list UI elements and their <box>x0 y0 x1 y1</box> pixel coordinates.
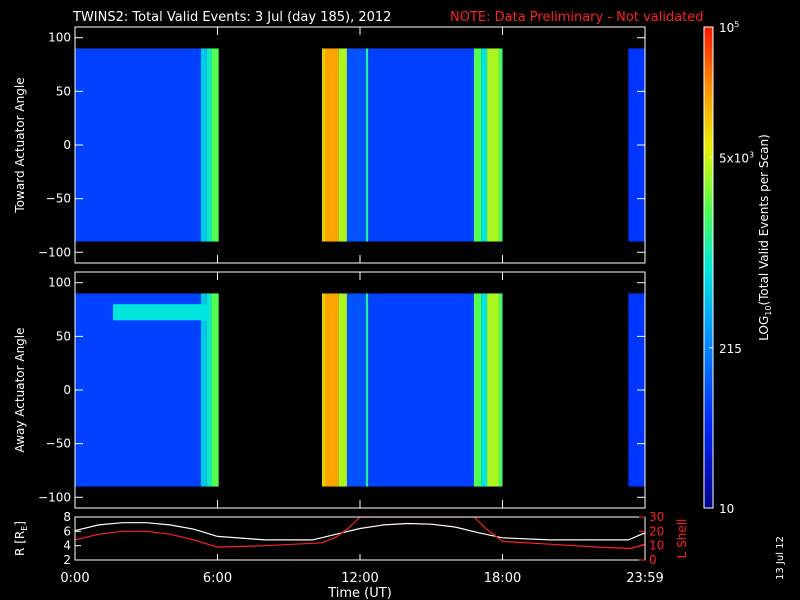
heatmap-block <box>211 48 219 242</box>
colorbar-gradient <box>704 27 713 508</box>
y-tick-label: 8 <box>63 510 71 524</box>
heatmap-block <box>322 293 326 487</box>
heatmap-block <box>75 293 201 487</box>
heatmap-block <box>346 293 366 487</box>
heatmap-block <box>628 293 645 487</box>
colorbar-tick-label: 10 <box>719 502 734 516</box>
colorbar-frame <box>703 26 714 509</box>
heatmap-block <box>200 293 207 487</box>
colorbar-tick-label: 5x103 <box>719 150 754 165</box>
toward-angle-panel: −100 −50 0 50 100 Toward Actuator Angle <box>13 26 646 264</box>
y-tick-label: 50 <box>56 329 71 343</box>
x-axis-label: Time (UT) <box>327 586 392 600</box>
y-tick-label: 6 <box>63 524 71 538</box>
data-preliminary-note: NOTE: Data Preliminary - Not validated <box>450 10 704 25</box>
heatmap-block <box>365 293 369 487</box>
y-tick-label: −100 <box>38 245 71 259</box>
y-tick-label-right: 30 <box>649 510 664 524</box>
y-tick-label: −50 <box>46 437 71 451</box>
y-tick-label-right: 0 <box>649 553 657 567</box>
heatmap-block <box>368 293 474 487</box>
heatmap-block <box>487 293 499 487</box>
y-tick-label: −100 <box>38 490 71 504</box>
y-tick-label: 0 <box>63 383 71 397</box>
heatmap-block <box>346 48 366 242</box>
heatmap-block <box>322 48 326 242</box>
y-tick-label: 100 <box>48 31 71 45</box>
x-tick-label: 12:00 <box>341 571 378 586</box>
heatmap-block <box>75 48 201 242</box>
y-tick-label: −50 <box>46 192 71 206</box>
lshell-series-line <box>75 517 645 550</box>
heatmap-block <box>365 48 369 242</box>
heatmap-block <box>498 293 503 487</box>
heatmap-block <box>200 48 207 242</box>
heatmap-block <box>498 48 503 242</box>
heatmap-block <box>481 48 488 242</box>
y-tick-label: 2 <box>63 553 71 567</box>
lshell-axis-label: L Shell <box>675 519 689 559</box>
colorbar-tick-label: 215 <box>719 342 742 356</box>
colorbar-label: LOG10(Total Valid Events per Scan) <box>757 134 773 341</box>
heatmap-block <box>325 48 339 242</box>
heatmap-block <box>338 293 347 487</box>
y-axis-label: Toward Actuator Angle <box>13 77 27 213</box>
x-tick-label: 18:00 <box>484 571 521 586</box>
side-date: 13 Jul 12 <box>775 536 786 580</box>
heatmap-band <box>113 304 208 321</box>
heatmap-block <box>474 293 482 487</box>
heatmap-block <box>211 293 219 487</box>
heatmap-block <box>325 293 339 487</box>
colorbar-tick-label: 105 <box>719 20 739 35</box>
r-series-line <box>75 522 645 541</box>
plot-title: TWINS2: Total Valid Events: 3 Jul (day 1… <box>72 10 391 25</box>
heatmap-block <box>628 48 645 242</box>
colorbar: 10 215 5x103 105 LOG10(Total Valid Events pe… <box>703 20 773 516</box>
y-tick-label: 100 <box>48 276 71 290</box>
heatmap-block <box>206 293 212 487</box>
heatmap-block <box>487 48 499 242</box>
y-tick-label-right: 20 <box>649 524 664 538</box>
y-axis-label: Away Actuator Angle <box>13 327 27 452</box>
heatmap-block <box>481 293 488 487</box>
y-tick-label: 50 <box>56 84 71 98</box>
heatmap-block <box>368 48 474 242</box>
x-tick-label: 0:00 <box>60 571 89 586</box>
r-axis-label: R [RE] <box>13 521 29 556</box>
y-tick-label-right: 10 <box>649 539 664 553</box>
y-tick-label: 4 <box>63 539 71 553</box>
heatmap-block <box>474 48 482 242</box>
y-tick-label: 0 <box>63 138 71 152</box>
x-tick-label: 6:00 <box>203 571 232 586</box>
away-angle-panel: −100 −50 0 50 100 Away Actuator Angle <box>13 271 646 509</box>
heatmap-block <box>338 48 347 242</box>
x-tick-label: 23:59 <box>626 571 663 586</box>
heatmap-block <box>206 48 212 242</box>
